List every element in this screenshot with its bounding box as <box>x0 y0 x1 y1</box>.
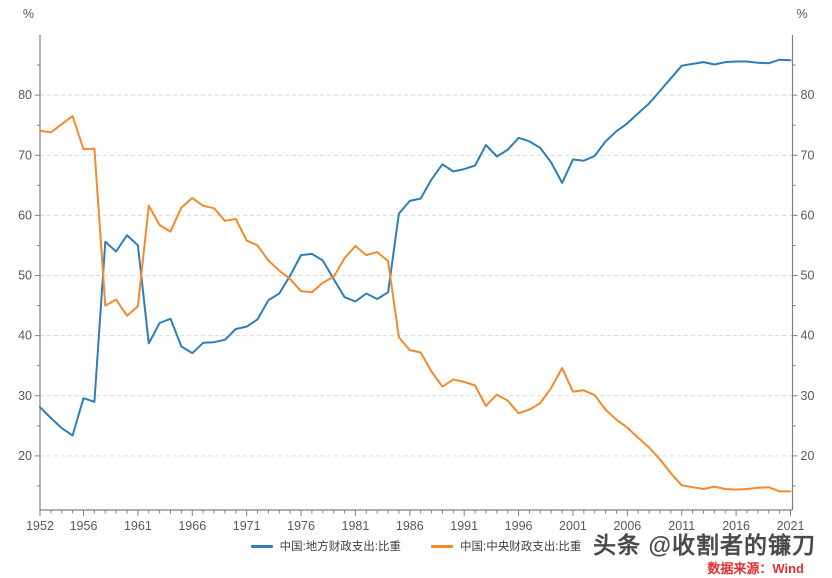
x-axis-tick-label: 1991 <box>450 519 478 533</box>
y-axis-unit-right: % <box>797 7 808 21</box>
series-line-central-orange <box>39 115 792 493</box>
x-axis-tick-label: 1956 <box>70 519 98 533</box>
y-axis-tick-label-left: 40 <box>18 329 32 343</box>
watermark-toutiao: 头条 @收割者的镰刀 <box>593 532 816 558</box>
x-axis-tick-label: 1986 <box>396 519 424 533</box>
y-axis-tick-label-left: 30 <box>18 389 32 403</box>
x-axis-tick-label: 1961 <box>124 519 152 533</box>
y-axis-tick-label-right: 50 <box>801 269 815 283</box>
legend-swatch-local-blue <box>250 544 273 548</box>
data-source-label: 数据来源：Wind <box>707 561 804 576</box>
legend-item-central: 中国:中央财政支出:比重 <box>431 538 581 554</box>
y-axis-unit-left: % <box>23 7 34 21</box>
x-axis-tick-label: 1976 <box>287 519 315 533</box>
y-axis-tick-label-left: 60 <box>18 208 32 222</box>
x-axis-tick-label: 1966 <box>178 519 206 533</box>
y-axis-tick-label-left: 50 <box>18 269 32 283</box>
x-axis-tick-label: 2001 <box>559 519 587 533</box>
y-axis-tick-label-right: 60 <box>801 208 815 222</box>
legend-label-local: 中国:地方财政支出:比重 <box>279 541 401 553</box>
x-axis-tick-label: 2011 <box>668 519 695 533</box>
y-axis-tick-label-right: 80 <box>801 88 815 102</box>
y-axis-tick-label-right: 20 <box>801 449 815 463</box>
y-axis-tick-label-right: 40 <box>801 329 815 343</box>
y-axis-tick-label-left: 20 <box>18 449 32 463</box>
legend-label-central: 中国:中央财政支出:比重 <box>460 541 582 553</box>
x-axis-tick-label: 1996 <box>505 519 533 533</box>
y-axis-tick-label-right: 70 <box>801 148 815 162</box>
x-axis-tick-label: 2006 <box>613 519 641 533</box>
x-axis-tick-label: 2021 <box>777 519 805 533</box>
legend-swatch-central-orange <box>431 544 453 548</box>
x-axis-tick-label: 1952 <box>26 519 54 533</box>
y-axis-tick-label-left: 70 <box>18 148 32 162</box>
x-axis-tick-label: 1971 <box>233 519 261 533</box>
y-axis-tick-label-left: 80 <box>18 88 32 102</box>
x-axis-tick-label: 2016 <box>722 519 750 533</box>
y-axis-tick-label-right: 30 <box>801 389 815 403</box>
chart-legend: 中国:地方财政支出:比重 中国:中央财政支出:比重 <box>0 538 832 554</box>
legend-item-local: 中国:地方财政支出:比重 <box>250 538 401 554</box>
x-axis-tick-label: 1981 <box>342 519 370 533</box>
series-line-local-blue <box>39 58 792 437</box>
